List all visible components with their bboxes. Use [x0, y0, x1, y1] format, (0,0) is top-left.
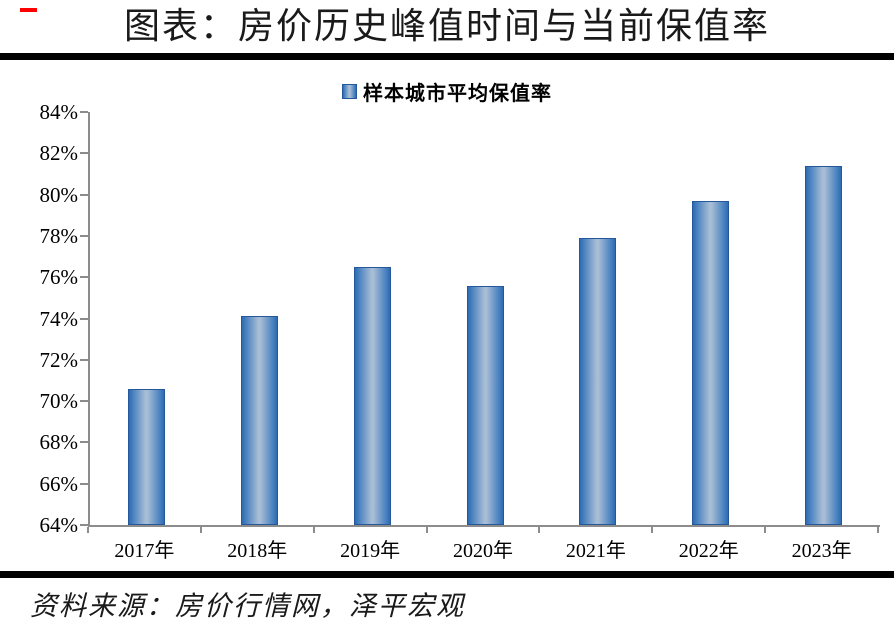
y-tick-label: 78% [39, 223, 79, 248]
y-tick-label: 76% [39, 265, 79, 290]
y-tick-mark [80, 276, 88, 279]
x-tick-mark [877, 527, 879, 533]
x-axis-label-2021年: 2021年 [565, 540, 626, 562]
x-tick-mark [651, 527, 654, 533]
bar-2017年 [127, 388, 165, 525]
y-tick-label: 82% [39, 141, 79, 166]
bar-2022年 [692, 200, 730, 525]
x-axis-label-2020年: 2020年 [453, 540, 513, 562]
bar-slot [767, 112, 880, 525]
x-axis-label-2023年: 2023年 [791, 540, 852, 562]
x-axis-label-2022年: 2022年 [678, 540, 739, 562]
y-tick-mark [80, 358, 88, 361]
y-tick-mark [80, 152, 88, 155]
y-tick-label: 80% [39, 182, 79, 207]
x-tick-mark [87, 527, 89, 533]
y-tick-mark [80, 400, 88, 403]
x-tick-mark [312, 527, 315, 533]
bar-slot [654, 112, 767, 525]
y-tick-mark [80, 482, 88, 485]
y-tick-label: 74% [39, 306, 79, 331]
bar-slot [203, 112, 316, 525]
x-axis-label-2017年: 2017年 [114, 540, 175, 562]
bar-2021年 [579, 238, 617, 525]
red-dash-mark [20, 8, 37, 12]
bar-slot [316, 112, 429, 525]
bar-slot [541, 112, 654, 525]
y-tick-label: 70% [39, 389, 79, 414]
y-tick-label: 84% [39, 100, 79, 124]
y-tick-mark [80, 524, 88, 526]
page-title: 图表：房价历史峰值时间与当前保值率 [123, 6, 770, 46]
bar-2020年 [466, 285, 504, 525]
y-tick-mark [80, 441, 88, 444]
bar-2023年 [805, 165, 843, 525]
y-tick-mark [80, 234, 88, 237]
x-tick-mark [199, 527, 202, 533]
x-tick-mark [425, 527, 428, 533]
bar-slot [90, 112, 203, 525]
footer-divider-rule [0, 571, 894, 578]
legend-label: 样本城市平均保值率 [363, 83, 552, 105]
bar-2018年 [240, 316, 278, 525]
bar-slot [429, 112, 542, 525]
y-tick-label: 68% [39, 430, 79, 455]
bar-2019年 [353, 266, 391, 525]
y-tick-mark [80, 111, 88, 113]
y-tick-mark [80, 317, 88, 320]
legend: 样本城市平均保值率 [0, 77, 894, 106]
x-tick-mark [764, 527, 767, 533]
x-axis-label-2019年: 2019年 [340, 540, 401, 562]
y-tick-mark [80, 193, 88, 196]
legend-square-icon [342, 84, 357, 99]
x-axis-labels: 2017年 2018年 2019年 2020年 2021年 2022年 2023年 [88, 534, 878, 563]
x-tick-mark [538, 527, 541, 533]
y-tick-label: 66% [39, 471, 79, 496]
y-tick-label: 72% [39, 347, 79, 372]
title-divider-rule [0, 53, 894, 60]
x-axis-label-2018年: 2018年 [227, 540, 288, 562]
plot-area [88, 112, 880, 527]
y-tick-label: 64% [39, 513, 79, 537]
source-note: 资料来源：房价行情网，泽平宏观 [30, 591, 465, 621]
